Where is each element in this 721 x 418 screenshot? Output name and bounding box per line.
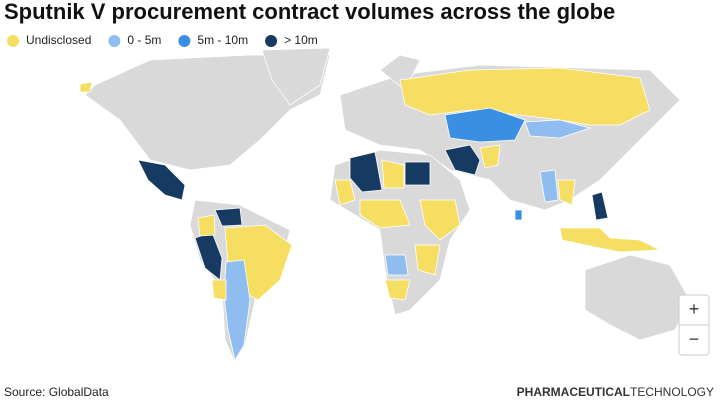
country	[444, 144, 481, 176]
country	[211, 279, 227, 301]
country	[557, 179, 576, 206]
legend-swatch	[178, 35, 191, 47]
country	[334, 179, 356, 206]
country	[137, 159, 186, 201]
brand-light: TECHNOLOGY	[630, 385, 714, 399]
title: Sputnik V procurement contract volumes a…	[4, 0, 615, 24]
land	[84, 54, 331, 171]
country	[514, 209, 523, 221]
country	[399, 67, 651, 126]
country	[381, 159, 405, 189]
country	[539, 169, 559, 203]
map	[79, 47, 691, 363]
source: Source: GlobalData	[4, 385, 109, 399]
country	[559, 227, 662, 253]
zoom-control: + −	[678, 294, 710, 356]
land	[261, 47, 331, 106]
brand: PHARMACEUTICALTECHNOLOGY	[517, 385, 714, 399]
land	[379, 54, 421, 91]
country	[384, 254, 409, 276]
country	[404, 161, 431, 186]
country	[79, 81, 93, 93]
country	[197, 214, 216, 237]
country	[414, 244, 441, 276]
legend-label: 5m - 10m	[197, 33, 248, 47]
legend: Undisclosed 0 - 5m 5m - 10m > 10m	[7, 33, 318, 47]
land	[584, 254, 691, 341]
country	[444, 107, 526, 143]
country	[524, 119, 592, 139]
legend-label: Undisclosed	[26, 33, 91, 47]
legend-swatch	[265, 35, 278, 47]
legend-swatch	[7, 35, 19, 47]
country	[591, 191, 609, 221]
country	[223, 259, 251, 362]
zoom-out[interactable]: −	[689, 329, 700, 349]
country	[384, 279, 411, 301]
legend-label: 0 - 5m	[127, 33, 161, 47]
country	[349, 151, 383, 193]
brand-bold: PHARMACEUTICAL	[517, 385, 630, 399]
country	[359, 199, 411, 229]
country	[214, 207, 243, 227]
legend-swatch	[108, 35, 121, 47]
country	[419, 199, 461, 241]
legend-label: > 10m	[284, 33, 318, 47]
country	[479, 144, 501, 169]
zoom-in[interactable]: +	[689, 299, 700, 319]
